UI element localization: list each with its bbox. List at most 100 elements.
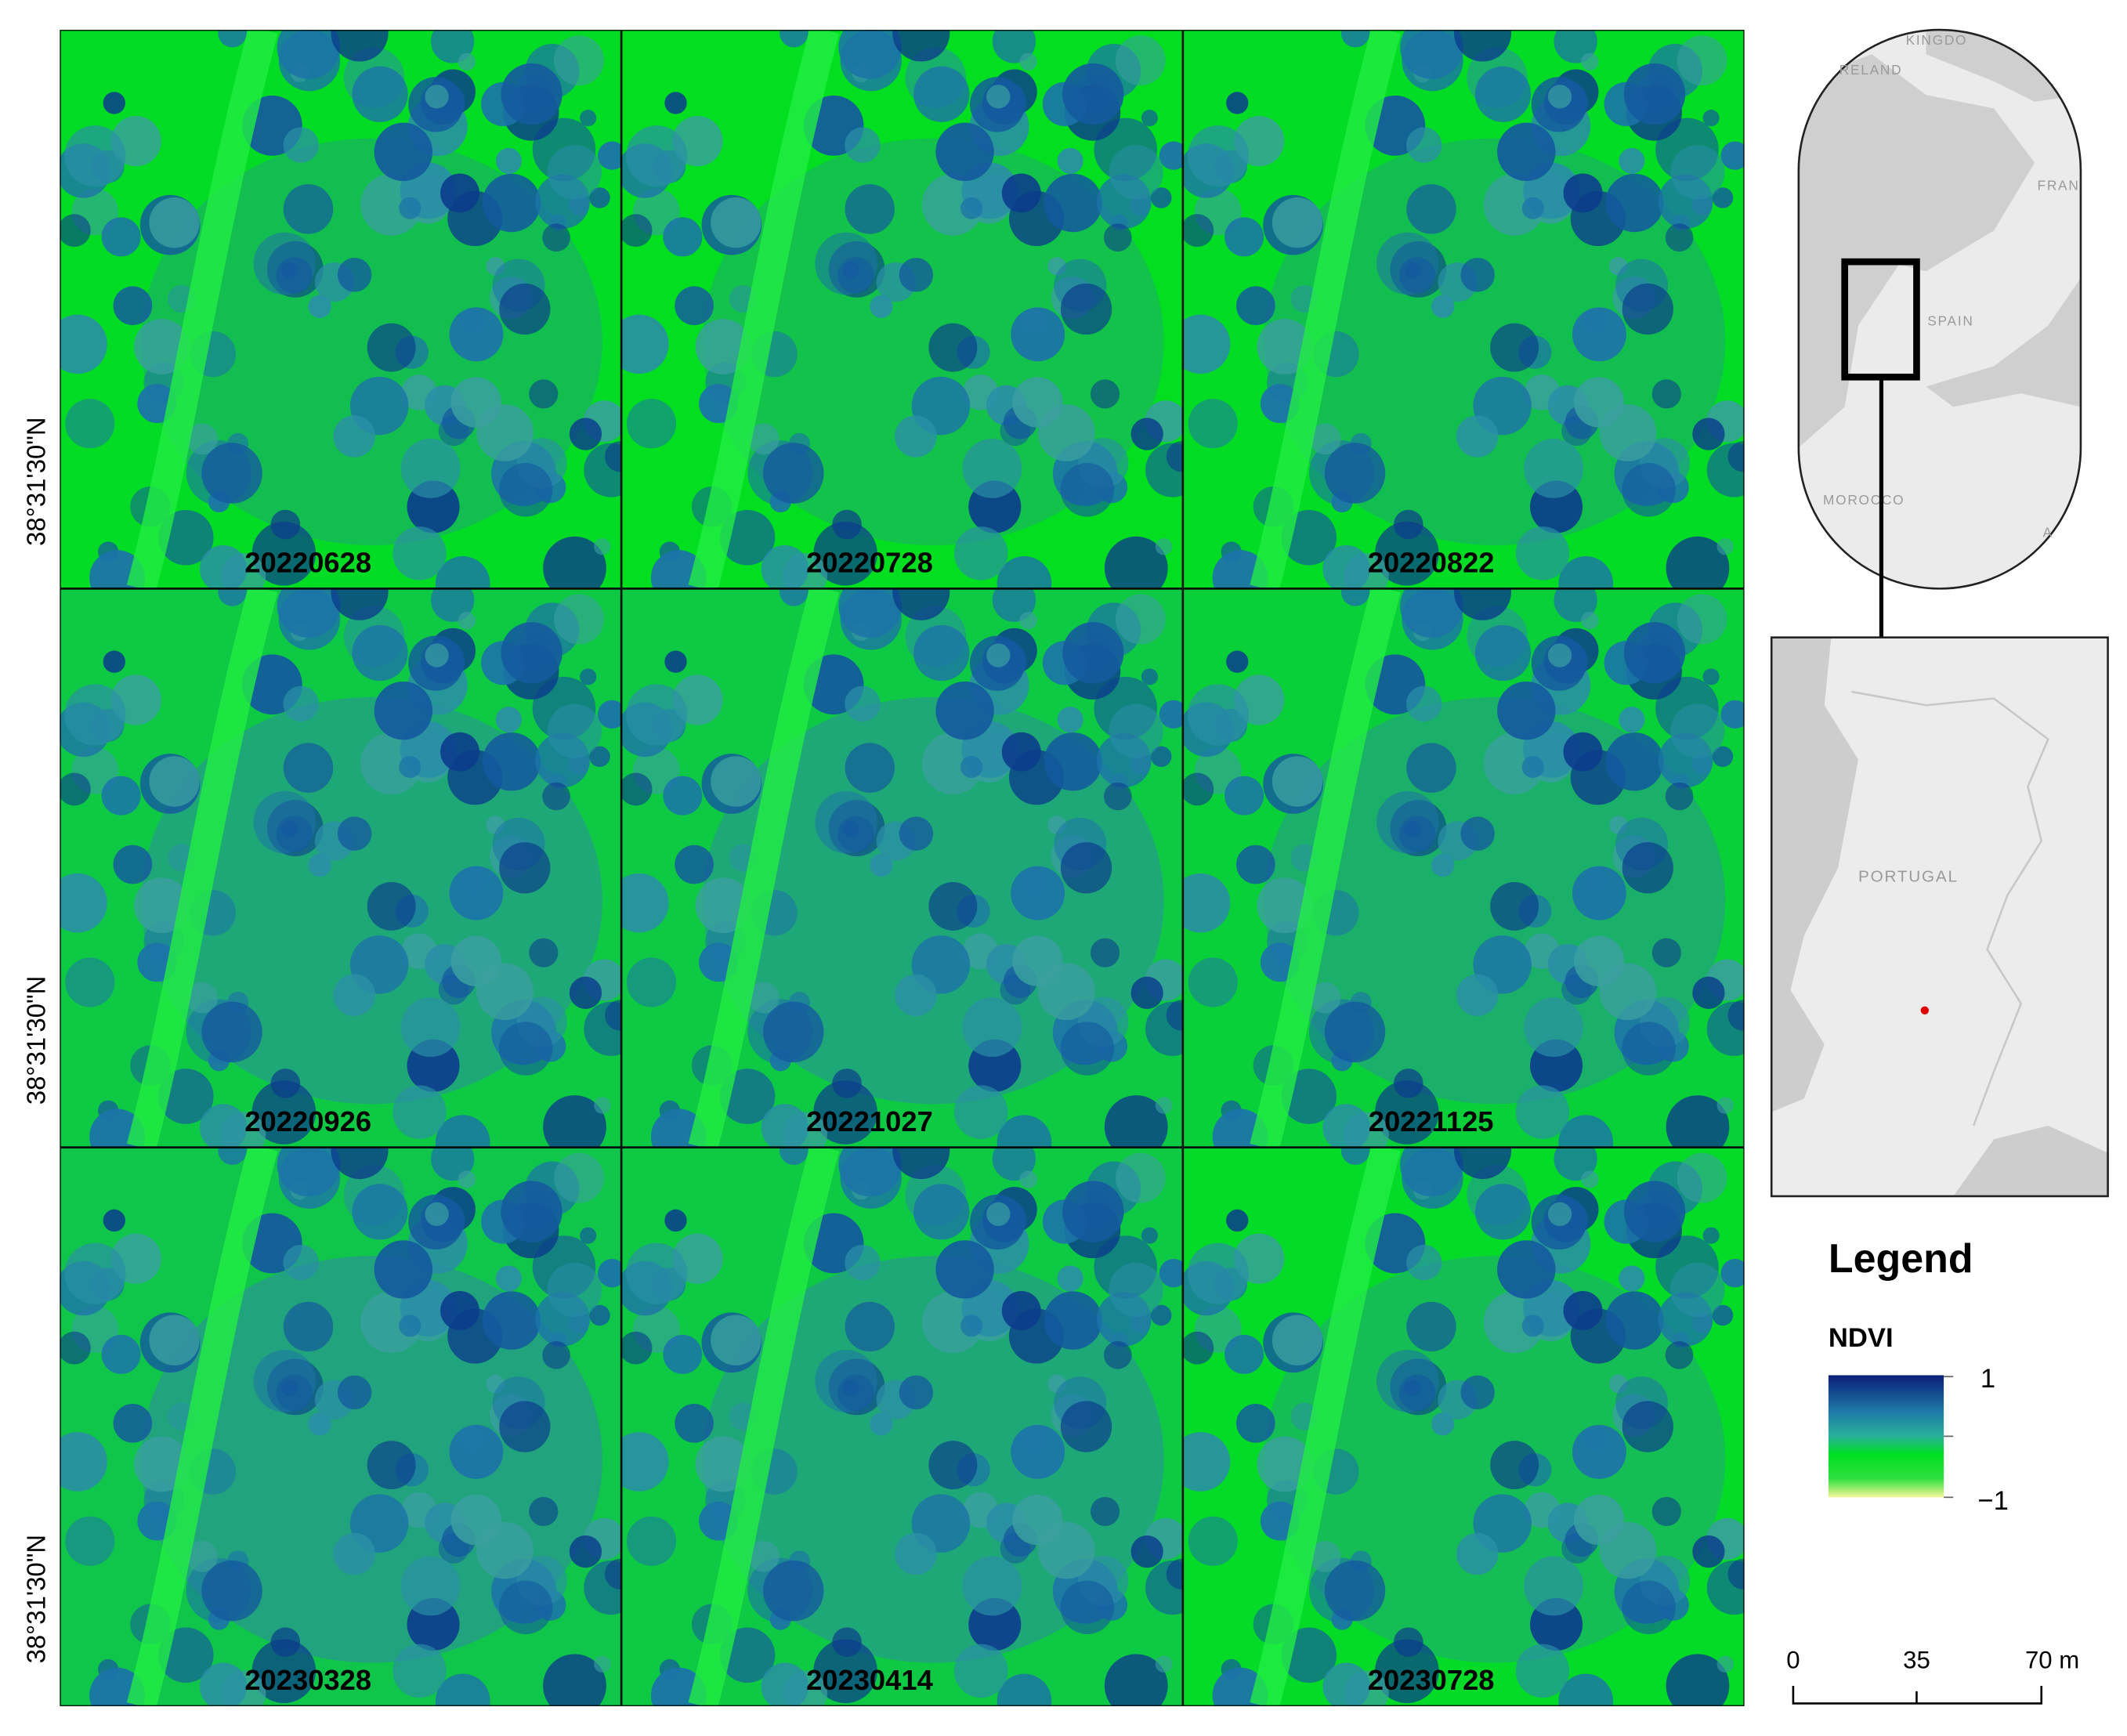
tree-crown (1150, 187, 1172, 208)
tree-crown (1141, 110, 1158, 127)
tree-crown (1727, 1000, 1745, 1031)
ramp-min: −1 (1977, 1486, 2008, 1516)
tree-crown (440, 732, 479, 772)
tree-crown (1309, 982, 1341, 1014)
tree-crown (1670, 1262, 1725, 1318)
tree-crown (1563, 173, 1603, 213)
tree-crown (1188, 399, 1238, 449)
tree-crown (780, 1147, 808, 1166)
tree-crown (1431, 853, 1455, 877)
tree-crown (199, 545, 248, 589)
tree-crown (1490, 323, 1539, 372)
tree-crown (621, 1432, 669, 1492)
panel-date: 20220926 (244, 1105, 371, 1137)
tree-crown (626, 1242, 688, 1304)
tree-crown (331, 30, 389, 62)
tree-crown (1155, 537, 1173, 555)
locator-frame (1797, 28, 2082, 590)
tree-crown (1130, 418, 1163, 450)
tree-crown (1060, 1580, 1115, 1635)
tree-crown (1406, 685, 1442, 722)
tree-crown (580, 110, 597, 127)
tree-crown (1271, 1315, 1323, 1365)
tree-crown (1670, 145, 1725, 200)
tree-crown (1012, 377, 1063, 428)
tree-crown (569, 976, 602, 1009)
tree-crown (1019, 1170, 1037, 1188)
tree-crown (149, 197, 200, 248)
tree-crown (695, 877, 751, 934)
tree-crown (133, 877, 190, 934)
track (126, 1147, 278, 1706)
detail-map: PORTUGAL (1770, 636, 2109, 1198)
tree-crown (1060, 842, 1112, 894)
panel-date: 20220822 (1368, 547, 1495, 579)
tree-crown (593, 1097, 611, 1114)
tree-crown (1406, 1301, 1456, 1352)
tree-crown (1324, 1560, 1386, 1622)
tree-crown (1324, 1001, 1386, 1063)
tree-crown (1622, 1401, 1673, 1452)
track (126, 588, 278, 1148)
tree-crown (1060, 1401, 1112, 1452)
tree-crown (438, 974, 469, 1005)
tree-crown (352, 66, 408, 122)
tree-crown (1692, 976, 1725, 1009)
tree-crown (845, 1244, 881, 1281)
tree-crown (589, 1304, 610, 1326)
map-label: RELAND (1839, 62, 1903, 78)
track (688, 30, 840, 589)
tree-crown (1716, 537, 1734, 555)
tree-crown (1622, 842, 1673, 894)
tree-crown (569, 1535, 602, 1568)
scale-line (1792, 1685, 2043, 1705)
tree-crown (935, 681, 994, 740)
tree-crown (149, 1315, 200, 1365)
tree-crown (1665, 1340, 1694, 1369)
tree-crown (482, 1291, 541, 1350)
tree-crown (621, 1331, 653, 1365)
tree-crown (780, 30, 808, 48)
locator-map: KINGDO RELAND FRAN SPAIN MOROCCO A (1797, 28, 2082, 638)
latitude-label: 38°31'30"N (21, 976, 50, 1105)
tree-crown (495, 707, 522, 733)
ndvi-panel (621, 1147, 1183, 1706)
tree-crown (1400, 588, 1463, 638)
tree-crown (1130, 1535, 1163, 1568)
tree-crown (1619, 707, 1645, 733)
tree-crown (547, 1262, 602, 1318)
map-label: MOROCCO (1823, 492, 1905, 508)
tree-crown (1324, 443, 1386, 504)
tree-crown (664, 92, 687, 114)
tree-crown (64, 1242, 126, 1304)
tree-crown (1623, 63, 1686, 125)
tree-crown (498, 1022, 553, 1076)
tree-crown (675, 844, 714, 884)
tree-crown (308, 1412, 331, 1436)
tree-crown (218, 30, 247, 48)
tree-crown (1561, 974, 1592, 1005)
tree-crown (1712, 1304, 1734, 1326)
tree-crown (1558, 556, 1614, 589)
tree-crown (392, 1644, 447, 1698)
ndvi-panel (1182, 588, 1745, 1148)
tree-crown (960, 1315, 983, 1337)
tree-crown (711, 756, 761, 807)
tree-crown (440, 173, 479, 213)
tree-crown (251, 1639, 317, 1704)
tree-crown (1547, 85, 1572, 109)
tree-crown (569, 418, 602, 450)
color-ramp (1828, 1375, 1944, 1498)
tree-crown (1460, 1375, 1495, 1410)
tree-crown (201, 1001, 262, 1063)
tree-crown (1456, 415, 1499, 458)
tree-crown (60, 772, 91, 806)
tree-crown (1573, 1494, 1625, 1546)
tree-crown (935, 122, 994, 182)
tree-crown (458, 611, 476, 630)
tree-crown (1103, 223, 1132, 252)
track (1250, 1147, 1401, 1706)
tree-crown (1702, 1227, 1720, 1244)
scale-bar: 0 35 70 m (1786, 1646, 2079, 1705)
tree-crown (499, 842, 551, 894)
